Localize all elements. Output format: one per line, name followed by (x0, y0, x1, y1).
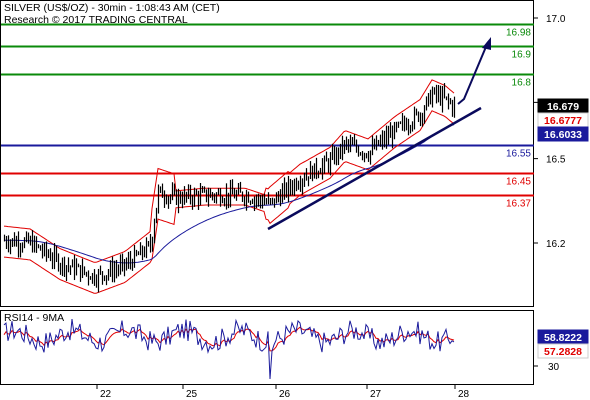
price-bars (3, 83, 456, 293)
chart-title: SILVER (US$/OZ) - 30min - 1:08:43 AM (CE… (4, 2, 220, 14)
rsi-panel-frame (0, 310, 534, 385)
rsi-value-box: 58.8222 (544, 332, 582, 344)
price-panel-frame (0, 0, 534, 307)
rsi-ma-line (3, 326, 455, 352)
level-label-16.9: 16.9 (512, 50, 532, 61)
level-lines: 16.98 16.9 16.8 16.55 16.45 16.37 (1, 23, 534, 210)
rsi-ma-value-box: 57.2828 (544, 346, 582, 358)
projection-arrow (457, 41, 489, 105)
level-label-16.8: 16.8 (512, 78, 532, 89)
bollinger-upper (3, 79, 455, 263)
x-tick-label: 26 (279, 389, 291, 400)
rsi-lines (3, 318, 455, 380)
bollinger-bands (3, 79, 455, 294)
x-tick-label: 28 (458, 389, 470, 400)
level-label-16.37: 16.37 (506, 199, 531, 210)
rsi-line (3, 318, 455, 380)
rsi-tick-label: 30 (548, 362, 560, 373)
projection-arrow-head (482, 37, 491, 50)
bollinger-value-box: 16.6777 (544, 115, 582, 127)
y-tick-label: 16.5 (546, 155, 566, 166)
uptrend-line (267, 106, 482, 231)
level-label-16.55: 16.55 (506, 149, 531, 160)
rsi-title: RSI14 - 9MA (4, 312, 64, 324)
x-tick-label: 25 (186, 389, 198, 400)
trend-annotations (267, 37, 491, 231)
x-tick-label: 22 (100, 389, 112, 400)
rsi-ma-value-box-bg (537, 343, 589, 359)
copyright-label: Research © 2017 TRADING CENTRAL (4, 14, 188, 26)
y-tick-label: 17.0 (546, 14, 566, 25)
last-price-box: 16.679 (547, 101, 579, 113)
level-label-16.98: 16.98 (506, 28, 531, 39)
value-boxes: 16.679 16.6777 16.6033 58.8222 57.2828 (537, 98, 589, 359)
x-tick-label: 27 (370, 389, 382, 400)
y-tick-label: 16.2 (546, 239, 566, 250)
ma-value-box: 16.6033 (544, 129, 582, 141)
ma-value-box-bg (537, 126, 589, 142)
level-label-16.45: 16.45 (506, 177, 531, 188)
